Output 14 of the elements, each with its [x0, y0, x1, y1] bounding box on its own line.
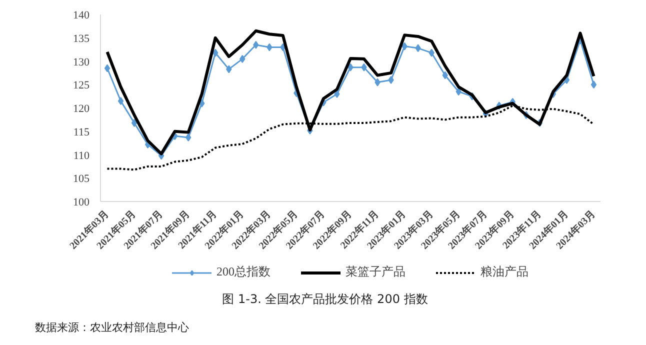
legend-label: 粮油产品: [480, 264, 528, 280]
legend-label: 200总指数: [216, 264, 270, 280]
source-note: 数据来源：农业农村部信息中心: [34, 320, 189, 336]
y-tick-label: 120: [73, 103, 90, 115]
y-tick-label: 100: [73, 196, 90, 208]
y-tick-label: 130: [73, 56, 90, 68]
y-tick-label: 125: [73, 80, 90, 92]
legend-label: 菜篮子产品: [346, 264, 406, 280]
y-tick-label: 110: [73, 150, 90, 162]
y-tick-label: 115: [73, 126, 90, 138]
y-tick-label: 140: [73, 10, 90, 22]
text: 图 1-3. 全国农产品批发价格 200 指数: [221, 291, 429, 308]
y-tick-label: 105: [73, 173, 90, 186]
y-tick-label: 135: [73, 32, 90, 45]
